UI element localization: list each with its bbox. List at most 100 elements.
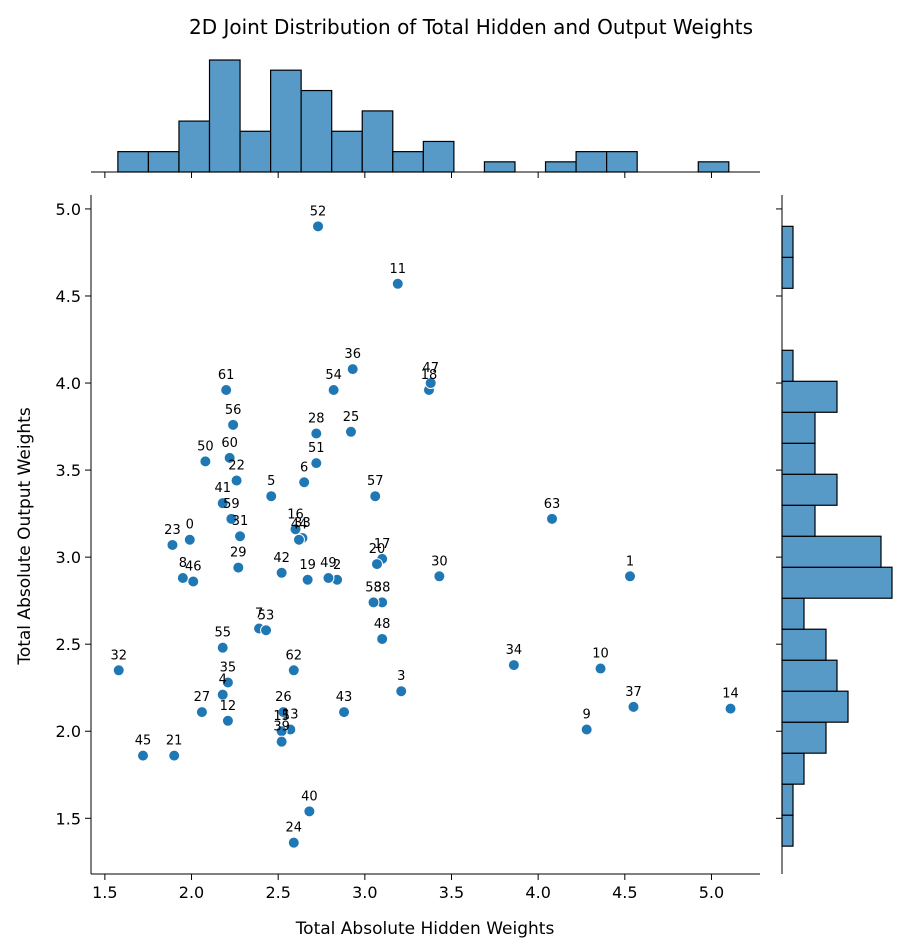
point-label: 7 [255, 607, 263, 622]
scatter-point [275, 566, 288, 579]
scatter-point [287, 836, 300, 849]
scatter-point [223, 451, 236, 464]
point-label: 44 [291, 518, 308, 533]
x-tick-label: 2.0 [179, 883, 204, 902]
y-histogram-bar [781, 566, 893, 599]
y-histogram-bar [781, 535, 882, 568]
x-histogram-bar [331, 130, 363, 173]
point-label: 19 [299, 558, 316, 573]
point-label: 21 [166, 734, 183, 749]
point-label: 13 [282, 707, 299, 722]
x-tick-label: 4.5 [612, 883, 637, 902]
point-label: 31 [232, 514, 249, 529]
scatter-points [112, 220, 737, 849]
scatter-point [275, 735, 288, 748]
point-label: 37 [625, 685, 642, 700]
point-label: 48 [374, 617, 391, 632]
x-tick-label: 2.5 [265, 883, 290, 902]
scatter-point [216, 497, 229, 510]
point-label: 2 [333, 558, 341, 573]
y-histogram-bar [781, 380, 838, 413]
scatter-point [176, 572, 189, 585]
point-label: 12 [220, 699, 237, 714]
point-label: 30 [431, 554, 448, 569]
point-label: 46 [185, 560, 202, 575]
point-label: 14 [722, 687, 739, 702]
scatter-point [433, 570, 446, 583]
scatter-point [303, 805, 316, 818]
scatter-point [580, 723, 593, 736]
y-tick-label: 4.5 [56, 287, 81, 306]
point-label: 6 [300, 460, 308, 475]
scatter-point [338, 706, 351, 719]
scatter-point [221, 676, 234, 689]
y-histogram-bar [781, 597, 805, 630]
y-tick-label: 1.5 [56, 809, 81, 828]
point-label: 40 [301, 789, 318, 804]
y-histogram-bar [781, 721, 827, 754]
point-label: 28 [308, 412, 325, 427]
scatter-point [546, 512, 559, 525]
point-label: 55 [214, 626, 231, 641]
y-histogram-bar [781, 628, 827, 661]
point-label: 50 [197, 439, 214, 454]
point-label: 53 [258, 608, 275, 623]
point-label: 45 [135, 734, 152, 749]
y-histogram-bar [781, 225, 794, 258]
y-histogram-bar [781, 442, 816, 475]
scatter-point [183, 533, 196, 546]
point-label: 61 [218, 368, 235, 383]
y-histogram-bar [781, 659, 838, 692]
x-histogram-bar [422, 140, 455, 173]
x-histogram-bar [178, 120, 211, 173]
x-histogram-bar [208, 59, 241, 173]
scatter-point [627, 700, 640, 713]
point-label: 52 [310, 204, 327, 219]
point-label: 38 [374, 580, 391, 595]
y-histogram-bar [781, 752, 805, 785]
scatter-point [136, 749, 149, 762]
scatter-point [221, 714, 234, 727]
point-label: 16 [287, 507, 304, 522]
x-marginal-histogram [91, 59, 760, 178]
x-histogram-bar [239, 130, 272, 173]
scatter-point [265, 490, 278, 503]
point-label: 62 [286, 648, 303, 663]
point-label: 26 [275, 690, 292, 705]
x-tick-label: 3.5 [439, 883, 464, 902]
y-histogram-bar [781, 256, 794, 289]
scatter-point [234, 530, 247, 543]
point-label: 34 [506, 643, 523, 658]
point-label: 33 [294, 516, 311, 531]
point-label: 63 [544, 497, 561, 512]
point-label: 8 [179, 556, 187, 571]
x-histogram-bar [606, 151, 638, 173]
point-label: 23 [164, 523, 181, 538]
y-marginal-histogram [776, 195, 893, 874]
x-histogram-bar [483, 161, 516, 173]
scatter-point [227, 418, 240, 431]
point-label: 10 [592, 647, 609, 662]
point-label: 56 [225, 403, 242, 418]
point-label: 4 [219, 673, 227, 688]
point-label: 35 [220, 660, 237, 675]
scatter-point [327, 383, 340, 396]
x-histogram-bar [361, 110, 394, 173]
y-tick-label: 2.5 [56, 635, 81, 654]
scatter-point [220, 383, 233, 396]
scatter-point [424, 377, 437, 390]
point-label: 20 [369, 542, 386, 557]
scatter-point [277, 706, 290, 719]
y-tick-label: 5.0 [56, 200, 81, 219]
point-label: 54 [325, 368, 342, 383]
y-histogram-bar [781, 814, 794, 847]
scatter-point [395, 685, 408, 698]
scatter-point [301, 573, 314, 586]
point-label: 27 [194, 690, 211, 705]
x-histogram-bar [147, 151, 180, 173]
y-tick-label: 4.0 [56, 374, 81, 393]
scatter-point [369, 490, 382, 503]
point-label: 11 [389, 262, 406, 277]
y-histogram-bar [781, 411, 816, 444]
scatter-point [507, 659, 520, 672]
